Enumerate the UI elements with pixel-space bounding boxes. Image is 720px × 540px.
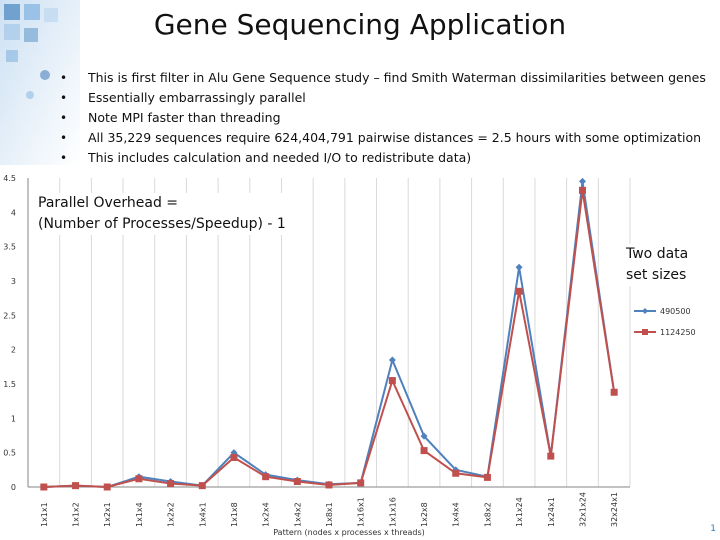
x-tick-label: 1x8x2 [483,502,492,527]
x-tick-label: 32x1x24 [578,492,587,527]
y-tick-label: 0 [11,483,16,492]
x-tick-label: 1x1x4 [135,502,144,527]
x-tick-label: 1x4x2 [293,502,302,527]
y-tick-label: 4.5 [3,174,16,183]
x-tick-label: 1x4x4 [452,502,461,527]
y-tick-label: 3.5 [3,243,16,252]
data-point-1124250 [198,482,206,490]
x-tick-label: 1x1x24 [515,497,524,527]
data-point-1124250 [262,473,270,481]
slide-number: 1 [710,524,716,534]
legend-marker [642,329,648,335]
bullet-item: Essentially embarrassingly parallel [60,88,710,108]
x-tick-label: 1x2x4 [262,502,271,527]
data-point-1124250 [483,473,491,481]
y-tick-label: 2 [11,346,16,355]
y-tick-label: 2.5 [3,311,16,320]
data-point-1124250 [72,482,80,490]
legend-label: 1124250 [660,328,696,337]
dataset-note: Two data set sizes [626,244,689,286]
data-point-1124250 [135,475,143,483]
overhead-formula-box: Parallel Overhead = (Number of Processes… [38,193,286,235]
data-point-1124250 [388,377,396,385]
overhead-formula-line1: Parallel Overhead = [38,195,179,211]
data-point-490500 [388,356,396,364]
x-tick-label: 1x8x1 [325,502,334,527]
dataset-note-line2: set sizes [626,267,687,283]
x-tick-label: 1x2x1 [103,502,112,527]
bullet-item: This is first filter in Alu Gene Sequenc… [60,68,710,88]
overhead-formula-line2: (Number of Processes/Speedup) - 1 [38,216,286,232]
legend-label: 490500 [660,307,691,316]
x-tick-label: 1x2x2 [167,502,176,527]
x-tick-label: 1x2x8 [420,502,429,527]
data-point-1124250 [610,388,618,396]
x-tick-label: 1x24x1 [547,497,556,527]
legend-marker [642,308,648,314]
slide-title: Gene Sequencing Application [153,8,567,41]
y-tick-label: 1 [11,414,16,423]
data-point-490500 [420,432,428,440]
x-tick-label: 1x16x1 [357,497,366,527]
data-point-490500 [515,263,523,271]
bullet-item: This includes calculation and needed I/O… [60,148,710,168]
data-point-1124250 [357,479,365,487]
data-point-1124250 [452,469,460,477]
y-tick-label: 4 [11,208,16,217]
y-tick-label: 0.5 [3,449,16,458]
bullet-item: All 35,229 sequences require 624,404,791… [60,128,710,148]
data-point-1124250 [515,287,523,295]
bullet-item: Note MPI faster than threading [60,108,710,128]
data-point-490500 [578,177,586,185]
data-point-1124250 [325,481,333,489]
data-point-1124250 [230,453,238,461]
x-tick-label: 1x1x2 [72,502,81,527]
data-point-1124250 [293,478,301,486]
data-point-1124250 [167,480,175,488]
data-point-1124250 [578,186,586,194]
y-tick-label: 1.5 [3,380,16,389]
data-point-1124250 [103,483,111,491]
dataset-note-line1: Two data [626,246,689,262]
y-tick-label: 3 [11,277,16,286]
bullet-list: This is first filter in Alu Gene Sequenc… [60,68,710,168]
data-point-1124250 [420,447,428,455]
x-tick-label: 1x1x8 [230,502,239,527]
data-point-1124250 [40,483,48,491]
x-tick-label: 1x1x1 [40,502,49,527]
x-tick-label: 1x4x1 [198,502,207,527]
data-point-1124250 [547,452,555,460]
x-tick-label: 1x1x16 [388,497,397,527]
x-tick-label: 32x24x1 [610,492,619,527]
x-axis-title: Pattern (nodes x processes x threads) [273,528,425,537]
